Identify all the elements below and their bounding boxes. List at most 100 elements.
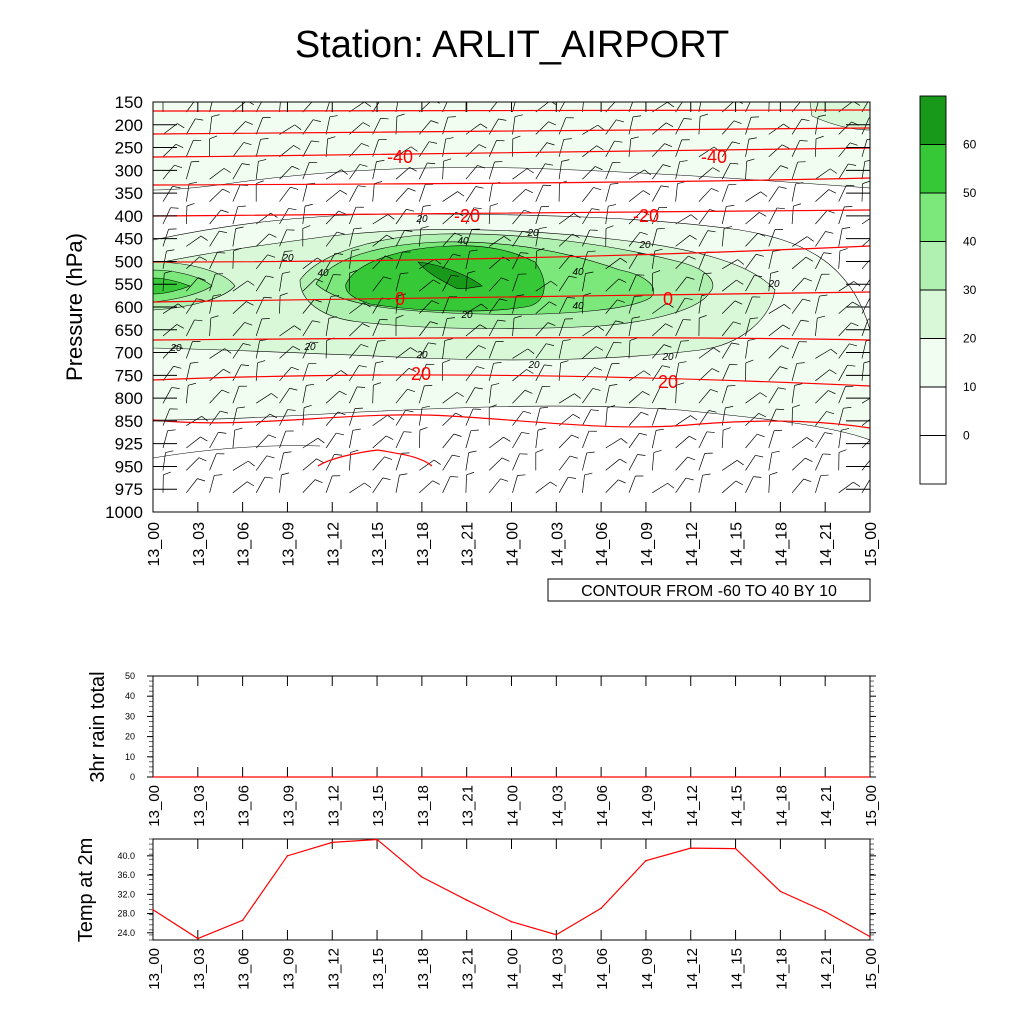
- wind-barb: [232, 322, 245, 337]
- wind-barb: [768, 345, 782, 359]
- wind-barb-flag: [357, 185, 366, 188]
- wind-barb-flag: [776, 207, 785, 210]
- wind-barb: [372, 414, 388, 426]
- wind-barb-flag: [454, 232, 463, 237]
- wind-barb: [605, 342, 614, 359]
- wind-barb-flag: [871, 477, 879, 478]
- wind-barb-flag: [234, 427, 243, 431]
- wind-barb-flag: [711, 368, 720, 373]
- wind-barb-flag: [689, 235, 697, 240]
- x-tick-label: 14_03: [549, 785, 566, 827]
- wind-barb-flag: [217, 252, 226, 254]
- wind-barb: [465, 207, 475, 225]
- wind-barb-flag: [420, 225, 429, 229]
- wind-barb: [185, 140, 194, 157]
- wind-barb-flag: [853, 102, 861, 106]
- wind-barb: [768, 387, 779, 404]
- wind-barb-flag: [849, 142, 858, 146]
- fill-contour-labels: 20 40 20 20 40 40 40 20 20 20 20 20 20 2…: [169, 214, 780, 371]
- wind-barb: [838, 185, 847, 202]
- wind-barb: [512, 475, 518, 493]
- wind-barb: [605, 119, 617, 135]
- wind-barb-flag: [665, 323, 673, 328]
- wind-barb-flag: [747, 338, 756, 341]
- wind-barb-flag: [699, 314, 707, 319]
- wind-barb: [255, 139, 261, 157]
- wind-barb: [605, 102, 616, 113]
- wind-barb-flag: [429, 141, 437, 144]
- wind-barb-flag: [754, 275, 763, 277]
- wind-barb-flag: [614, 140, 623, 143]
- wind-barb: [419, 321, 431, 337]
- wind-barb-flag: [687, 456, 696, 461]
- wind-barb-flag: [430, 321, 438, 325]
- wind-barb-flag: [680, 340, 689, 342]
- wind-barb-flag: [734, 300, 743, 305]
- wind-barb: [255, 434, 269, 449]
- wind-barb-flag: [723, 226, 732, 229]
- wind-barb: [209, 209, 222, 225]
- wind-barb: [815, 210, 828, 225]
- wind-barb-flag: [678, 361, 687, 364]
- wind-barb: [768, 430, 775, 449]
- wind-barb: [465, 345, 479, 359]
- wind-barb-flag: [220, 209, 229, 213]
- wind-barb-flag: [745, 359, 754, 364]
- wind-barb: [582, 102, 584, 113]
- wind-barb: [535, 206, 542, 225]
- wind-barb: [745, 232, 759, 247]
- wind-barb-flag: [175, 344, 183, 349]
- wind-barb-flag: [260, 138, 269, 140]
- wind-barb: [815, 138, 817, 157]
- wind-barb: [419, 300, 433, 314]
- wind-barb-flag: [214, 474, 223, 476]
- wind-barb-flag: [351, 248, 360, 252]
- wind-barb-flag: [374, 181, 383, 185]
- wind-barb-flag: [386, 234, 394, 240]
- wind-barb: [209, 453, 217, 471]
- wind-barb: [861, 259, 870, 270]
- wind-barb: [349, 207, 357, 225]
- wind-barb-flag: [609, 384, 618, 386]
- wind-barb: [279, 166, 293, 180]
- wind-barb: [582, 229, 591, 247]
- wind-barb: [465, 366, 478, 382]
- wind-barb: [255, 413, 271, 426]
- wind-barb-flag: [736, 460, 744, 466]
- wind-barb-flag: [568, 476, 577, 479]
- wind-barb-flag: [457, 191, 465, 197]
- wind-barb: [651, 207, 660, 225]
- x-tick-label: 13_06: [236, 785, 253, 827]
- colorbar-tick-label: 60: [963, 138, 977, 152]
- wind-barb-flag: [241, 163, 250, 166]
- wind-barb-flag: [470, 429, 479, 432]
- x-tick-label: 13_21: [460, 785, 477, 827]
- wind-barb-flag: [315, 278, 324, 283]
- wind-barb: [349, 482, 365, 494]
- colorbar-band: [919, 338, 947, 388]
- wind-barb-flag: [248, 460, 255, 467]
- wind-barb: [209, 348, 225, 359]
- wind-barb: [395, 102, 399, 113]
- wind-barb: [325, 138, 329, 157]
- wind-barb: [651, 452, 655, 471]
- wind-barb: [815, 168, 831, 180]
- wind-barb: [698, 188, 712, 202]
- temp-point: [689, 847, 692, 849]
- wind-barb: [395, 167, 410, 180]
- wind-barb: [582, 273, 586, 292]
- wind-barb: [628, 340, 631, 359]
- fill-level-60: [417, 261, 483, 290]
- x-tick-label: 14_18: [773, 785, 790, 827]
- wind-barb: [395, 146, 412, 158]
- wind-barb-flag: [843, 407, 852, 409]
- wind-barb-flag: [585, 271, 594, 274]
- temp-point: [869, 935, 871, 938]
- temp-contour-labels: -40 -40 -20 -20 0 0 20 20: [387, 147, 727, 392]
- contour-label: 20: [415, 214, 428, 225]
- wind-barb-flag: [561, 159, 570, 162]
- wind-barb: [791, 298, 803, 314]
- wind-barb-flag: [642, 391, 650, 396]
- wind-barb: [558, 102, 566, 113]
- wind-barb: [558, 254, 571, 270]
